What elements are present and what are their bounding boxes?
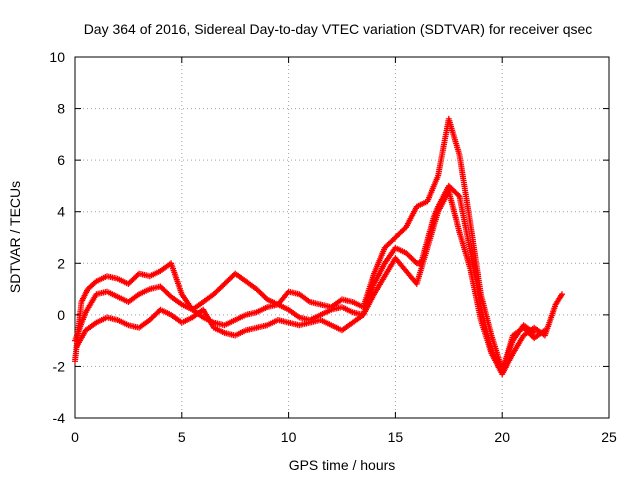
x-tick-label: 25 xyxy=(601,429,617,445)
series-track-c xyxy=(74,188,565,378)
grid xyxy=(75,57,609,418)
y-tick-label: 2 xyxy=(57,255,65,271)
x-tick-label: 0 xyxy=(71,429,79,445)
series-points xyxy=(74,188,565,378)
series-track-a xyxy=(72,115,548,375)
data-points xyxy=(72,115,565,378)
x-axis-ticks: 0 5 10 15 20 25 xyxy=(71,57,617,445)
y-tick-label: 6 xyxy=(57,152,65,168)
series-points xyxy=(72,115,548,375)
y-axis-ticks: -4 -2 0 2 4 6 8 10 xyxy=(49,49,609,426)
y-tick-label: 10 xyxy=(49,49,65,65)
y-tick-label: 8 xyxy=(57,101,65,117)
y-axis-label: SDTVAR / TECUs xyxy=(7,181,23,293)
plot-frame xyxy=(74,56,610,419)
y-tick-label: 4 xyxy=(57,204,65,220)
x-axis-label: GPS time / hours xyxy=(289,457,396,473)
chart-title: Day 364 of 2016, Sidereal Day-to-day VTE… xyxy=(84,21,593,37)
x-tick-label: 15 xyxy=(388,429,404,445)
x-tick-label: 5 xyxy=(178,429,186,445)
y-tick-label: -2 xyxy=(53,358,66,374)
y-tick-label: -4 xyxy=(53,410,66,426)
x-tick-label: 20 xyxy=(494,429,510,445)
x-tick-label: 10 xyxy=(281,429,297,445)
y-tick-label: 0 xyxy=(57,307,65,323)
